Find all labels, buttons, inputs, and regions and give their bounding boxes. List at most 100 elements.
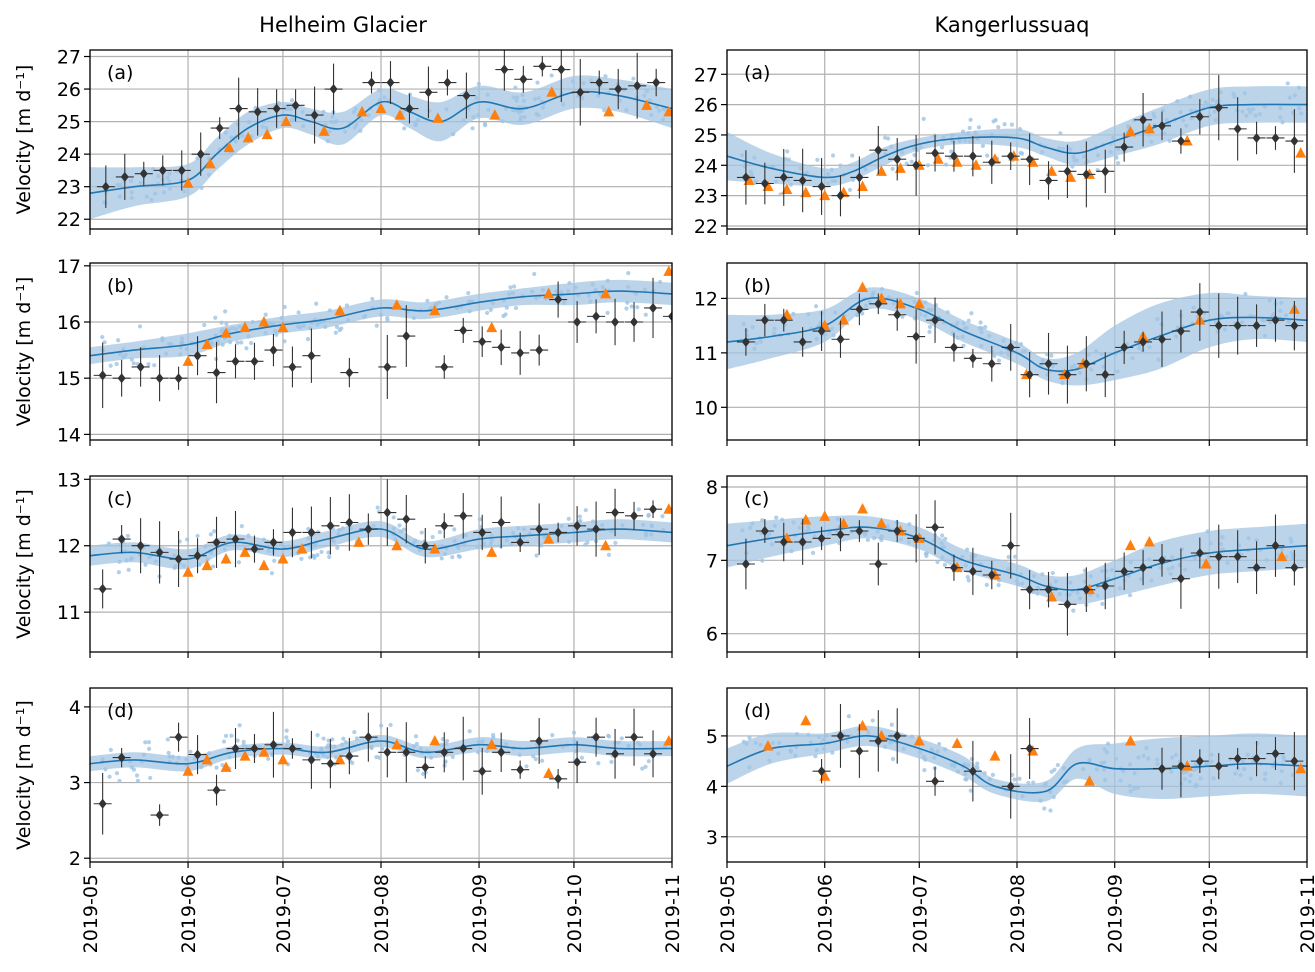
diamond-marker bbox=[1120, 566, 1129, 577]
diamond-marker bbox=[345, 367, 354, 378]
diamond-marker bbox=[912, 331, 921, 342]
observation-point bbox=[606, 552, 611, 557]
observation-point bbox=[535, 80, 540, 85]
observation-point bbox=[626, 270, 631, 276]
diamond-marker bbox=[931, 148, 940, 159]
observation-point bbox=[1155, 761, 1160, 767]
observation-point bbox=[165, 737, 170, 742]
observation-point bbox=[1128, 560, 1133, 565]
observation-point bbox=[1240, 759, 1246, 764]
diamond-marker bbox=[779, 172, 788, 183]
x-tick-label: 2019-06 bbox=[178, 874, 200, 953]
observation-point bbox=[774, 515, 779, 520]
triangle-marker bbox=[1124, 539, 1136, 551]
panel-label: (b) bbox=[107, 275, 134, 297]
observation-point bbox=[617, 98, 622, 103]
observation-point bbox=[1006, 566, 1011, 571]
observation-point bbox=[359, 117, 364, 122]
axes-frame bbox=[726, 49, 1308, 230]
observation-point bbox=[452, 538, 457, 543]
observation-point bbox=[276, 101, 281, 106]
x-tick-label: 2019-09 bbox=[1105, 874, 1127, 953]
observation-point bbox=[898, 537, 904, 542]
observation-point bbox=[327, 554, 332, 560]
observation-point bbox=[1043, 781, 1049, 786]
observation-point bbox=[1038, 798, 1043, 803]
observation-point bbox=[810, 550, 816, 555]
observation-point bbox=[955, 769, 961, 774]
diamond-marker bbox=[291, 100, 300, 111]
observation-point bbox=[331, 539, 336, 544]
observation-point bbox=[223, 130, 229, 135]
observation-point bbox=[513, 85, 518, 90]
observation-point bbox=[272, 558, 277, 563]
diamond-marker bbox=[212, 785, 221, 796]
observation-point bbox=[374, 755, 379, 760]
triangle-marker bbox=[239, 321, 251, 333]
triangle-marker bbox=[204, 157, 216, 169]
observation-point bbox=[830, 153, 836, 158]
observation-point bbox=[879, 286, 885, 292]
observation-point bbox=[875, 529, 880, 534]
diamond-marker bbox=[1214, 761, 1223, 772]
observation-point bbox=[418, 746, 423, 752]
observation-point bbox=[1290, 555, 1295, 561]
observation-point bbox=[1242, 766, 1247, 772]
observation-point bbox=[489, 533, 494, 538]
panel-helheim-b: 14 15 16 17 (b) Velocity [m d⁻¹] bbox=[13, 256, 673, 446]
diamond-marker bbox=[1025, 743, 1034, 754]
observation-point bbox=[996, 125, 1001, 130]
y-tick-label: 7 bbox=[706, 550, 718, 572]
diamond-marker bbox=[649, 748, 658, 759]
observation-point bbox=[363, 313, 368, 319]
diamond-marker bbox=[968, 151, 977, 162]
observation-point bbox=[195, 533, 200, 539]
observation-point bbox=[849, 529, 854, 534]
observation-point bbox=[747, 735, 752, 740]
observation-point bbox=[352, 730, 357, 735]
observation-point bbox=[1242, 91, 1247, 96]
observation-point bbox=[178, 352, 183, 357]
observation-point bbox=[234, 326, 239, 332]
triangle-marker bbox=[277, 753, 289, 765]
observation-point bbox=[521, 98, 527, 103]
plot-area bbox=[90, 265, 672, 409]
observation-point bbox=[1080, 767, 1086, 772]
y-tick-label: 25 bbox=[57, 112, 81, 134]
observation-point bbox=[559, 523, 564, 528]
observation-point bbox=[388, 722, 393, 728]
x-tick-label: 2019-07 bbox=[909, 874, 931, 953]
observation-point bbox=[445, 738, 450, 744]
observation-point bbox=[510, 291, 515, 296]
observation-point bbox=[1243, 291, 1248, 297]
diamond-marker bbox=[1233, 753, 1242, 764]
observation-point bbox=[415, 117, 420, 123]
triangle-marker bbox=[258, 559, 270, 571]
observation-point bbox=[366, 113, 372, 118]
observation-point bbox=[1203, 100, 1208, 105]
observation-point bbox=[962, 138, 968, 143]
observation-point bbox=[979, 343, 984, 348]
diamond-marker bbox=[177, 165, 186, 176]
observation-point bbox=[609, 759, 614, 765]
observation-point bbox=[514, 98, 519, 103]
x-tick-label: 2019-09 bbox=[469, 874, 491, 953]
observation-point bbox=[507, 292, 512, 297]
diamond-marker bbox=[893, 526, 902, 536]
observation-point bbox=[376, 87, 381, 93]
plot-area bbox=[727, 500, 1307, 636]
observation-point bbox=[993, 118, 998, 123]
observation-point bbox=[921, 116, 926, 122]
observation-point bbox=[1102, 777, 1108, 782]
diamond-marker bbox=[1290, 320, 1299, 331]
diamond-marker bbox=[1252, 562, 1261, 573]
x-tick-label: 2019-05 bbox=[717, 874, 739, 953]
observation-point bbox=[566, 539, 572, 544]
observation-point bbox=[339, 742, 345, 747]
diamond-marker bbox=[478, 336, 487, 347]
observation-point bbox=[461, 118, 466, 123]
observation-point bbox=[1074, 158, 1079, 163]
observation-point bbox=[273, 329, 278, 334]
y-tick-label: 2 bbox=[69, 848, 81, 870]
diamond-marker bbox=[250, 544, 259, 555]
